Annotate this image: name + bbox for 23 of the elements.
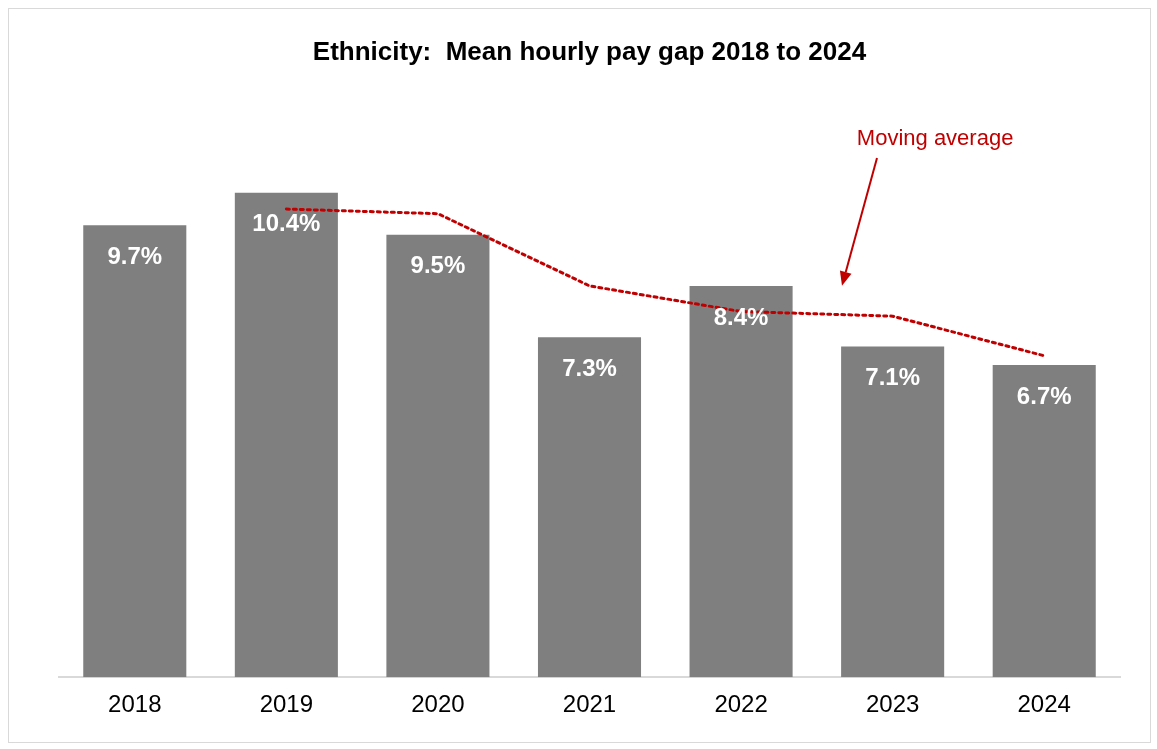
data-label: 9.7% — [107, 241, 163, 269]
chart-title: Ethnicity: Mean hourly pay gap 2018 to 2024 — [312, 35, 867, 66]
bar — [83, 225, 187, 678]
bar — [386, 234, 490, 678]
bar — [537, 337, 642, 678]
data-label: 10.4% — [252, 209, 321, 237]
bar — [992, 365, 1096, 678]
x-tick-label: 2022 — [714, 690, 768, 718]
data-label: 9.5% — [410, 251, 466, 279]
x-tick-label: 2018 — [108, 690, 162, 718]
x-tick-label: 2019 — [259, 690, 314, 718]
data-label: 7.3% — [562, 353, 617, 381]
bar — [689, 285, 793, 678]
text: Moving average — [856, 125, 1014, 151]
data-label: 8.4% — [713, 302, 769, 330]
bar — [841, 346, 945, 678]
x-tick-label: 2020 — [411, 690, 465, 718]
data-label: 7.1% — [865, 363, 920, 391]
data-label: 6.7% — [1016, 381, 1072, 409]
x-tick-label: 2021 — [562, 690, 617, 718]
x-tick-label: 2023 — [865, 690, 920, 718]
bar — [234, 192, 338, 678]
x-tick-label: 2024 — [1017, 690, 1071, 718]
